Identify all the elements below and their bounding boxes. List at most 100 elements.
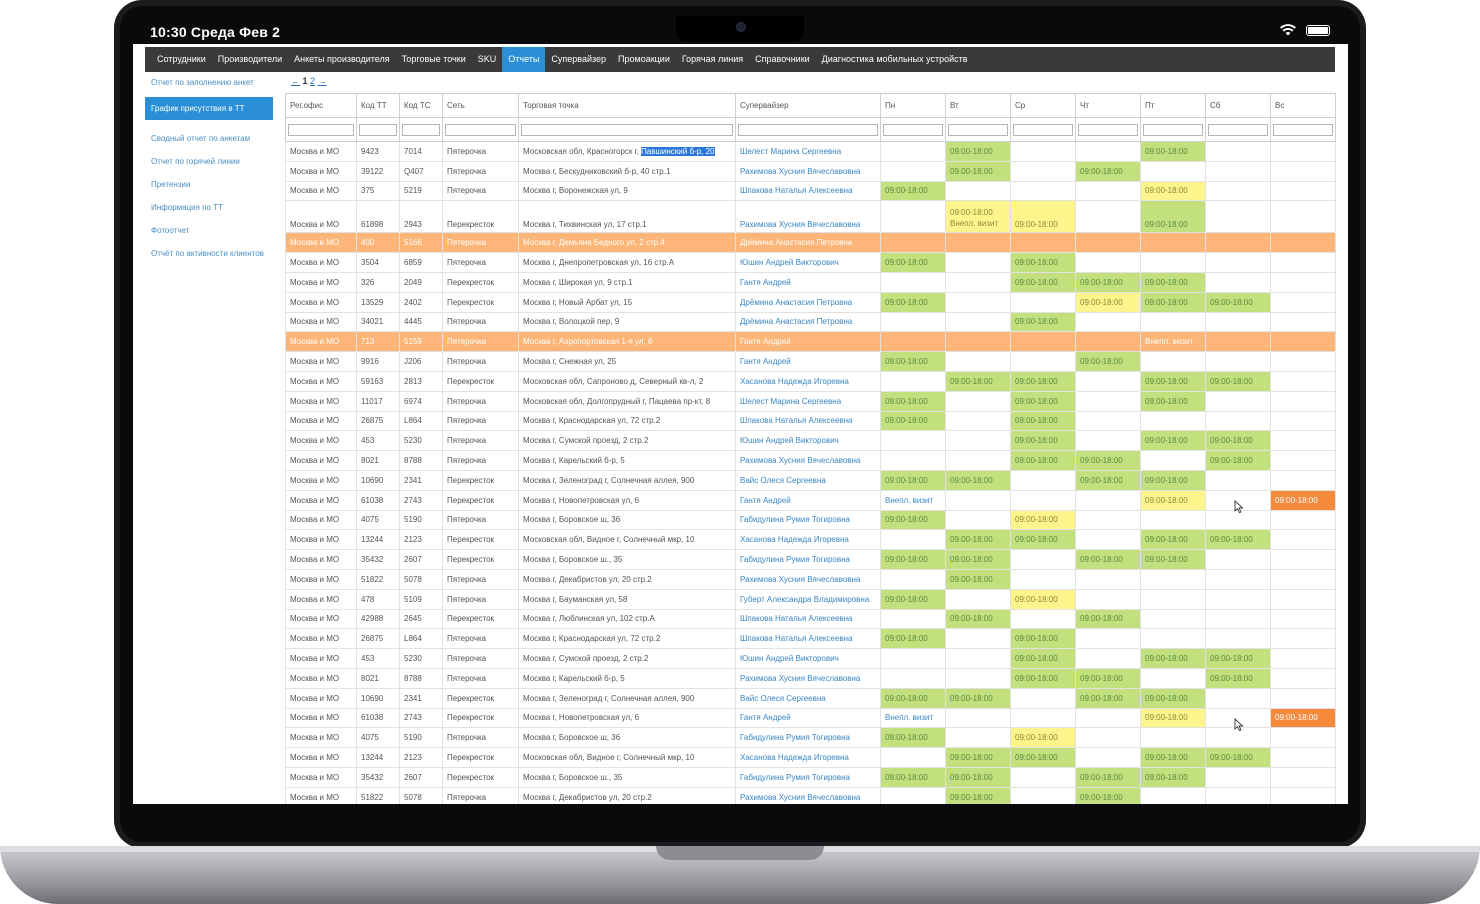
day-schedule-cell[interactable]	[1010, 291, 1076, 313]
day-schedule-cell[interactable]	[1270, 766, 1336, 788]
day-schedule-cell[interactable]: 09:00-18:00	[880, 687, 946, 709]
day-schedule-cell[interactable]	[1140, 410, 1206, 432]
day-schedule-cell[interactable]	[945, 489, 1011, 511]
day-schedule-cell[interactable]: 09:00-18:00	[1140, 489, 1206, 511]
day-schedule-cell[interactable]	[1270, 430, 1336, 452]
day-schedule-cell[interactable]	[1075, 489, 1141, 511]
day-schedule-cell[interactable]	[1205, 331, 1271, 353]
day-schedule-cell[interactable]	[1140, 509, 1206, 531]
day-schedule-cell[interactable]: Внепл. визит	[880, 707, 946, 729]
day-schedule-cell[interactable]	[1270, 351, 1336, 372]
day-schedule-cell[interactable]	[1075, 311, 1141, 333]
day-schedule-cell[interactable]	[880, 450, 946, 471]
day-schedule-cell[interactable]	[1205, 687, 1271, 709]
day-schedule-cell[interactable]: 09:00-18:00	[1270, 707, 1336, 729]
day-schedule-cell[interactable]: 09:00-18:00	[945, 568, 1011, 590]
day-schedule-cell[interactable]: 09:00-18:00	[1075, 271, 1141, 293]
day-schedule-cell[interactable]: 09:00-18:00	[1075, 160, 1141, 182]
day-schedule-cell[interactable]: 09:00-18:00	[1010, 200, 1076, 234]
day-schedule-cell[interactable]	[945, 727, 1011, 749]
supervisor-link[interactable]: Гантя Андрей	[735, 489, 881, 511]
day-schedule-cell[interactable]	[1010, 766, 1076, 788]
column-header[interactable]: Пт	[1140, 93, 1206, 118]
day-schedule-cell[interactable]: 09:00-18:00	[1140, 200, 1206, 234]
supervisor-link[interactable]: Вайс Олеся Сергеевна	[735, 469, 881, 491]
day-schedule-cell[interactable]: 09:00-18:00	[945, 529, 1011, 551]
day-schedule-cell[interactable]	[880, 529, 946, 551]
supervisor-link[interactable]: Хасанова Надежда Игоревна	[735, 747, 881, 768]
table-row[interactable]: Москва и МО 34021 4445 Пятерочка Москва г, В…	[285, 311, 1336, 333]
day-schedule-cell[interactable]: 09:00-18:00	[945, 608, 1011, 630]
day-schedule-cell[interactable]	[1270, 450, 1336, 471]
supervisor-link[interactable]: Рахимова Хусния Вячеславовна	[735, 667, 881, 689]
day-schedule-cell[interactable]	[1270, 370, 1336, 392]
day-schedule-cell[interactable]	[945, 648, 1011, 669]
day-schedule-cell[interactable]	[1075, 430, 1141, 452]
day-schedule-cell[interactable]: 09:00-18:00	[880, 469, 946, 491]
day-schedule-cell[interactable]: 09:00-18:00	[1075, 786, 1141, 804]
day-schedule-cell[interactable]: Внепл. визит	[1140, 331, 1206, 353]
supervisor-link[interactable]: Гантя Андрей	[735, 331, 881, 353]
day-schedule-cell[interactable]	[1205, 232, 1271, 254]
day-schedule-cell[interactable]	[945, 509, 1011, 531]
day-schedule-cell[interactable]	[1140, 232, 1206, 254]
day-schedule-cell[interactable]: 09:00-18:00	[1010, 747, 1076, 768]
sidebar-report-link[interactable]: Претензии	[151, 180, 191, 189]
day-schedule-cell[interactable]	[1140, 160, 1206, 182]
day-schedule-cell[interactable]: 09:00-18:00	[1010, 390, 1076, 412]
column-filter-input[interactable]	[288, 123, 354, 136]
day-schedule-cell[interactable]	[880, 786, 946, 804]
day-schedule-cell[interactable]	[945, 232, 1011, 254]
sidebar-report-link[interactable]: Отчёт по активности клиентов	[151, 249, 264, 258]
sidebar-report-link[interactable]: Фотоотчет	[151, 226, 190, 235]
day-schedule-cell[interactable]	[1075, 727, 1141, 749]
day-schedule-cell[interactable]	[1010, 568, 1076, 590]
supervisor-link[interactable]: Гантя Андрей	[735, 271, 881, 293]
day-schedule-cell[interactable]: 09:00-18:00	[880, 252, 946, 273]
supervisor-link[interactable]: Хасанова Надежда Игоревна	[735, 370, 881, 392]
column-header[interactable]: Пн	[880, 93, 946, 118]
day-schedule-cell[interactable]	[945, 588, 1011, 610]
day-schedule-cell[interactable]	[1075, 568, 1141, 590]
day-schedule-cell[interactable]	[880, 331, 946, 353]
table-row[interactable]: Москва и МО 4075 5190 Пятерочка Москва г, Бо…	[285, 727, 1336, 749]
day-schedule-cell[interactable]	[1270, 390, 1336, 412]
day-schedule-cell[interactable]	[1010, 160, 1076, 182]
day-schedule-cell[interactable]	[1270, 687, 1336, 709]
day-schedule-cell[interactable]: 09:00-18:00	[1140, 430, 1206, 452]
supervisor-link[interactable]: Юшин Андрей Викторович	[735, 648, 881, 669]
day-schedule-cell[interactable]	[1270, 160, 1336, 182]
day-schedule-cell[interactable]	[1075, 200, 1141, 234]
day-schedule-cell[interactable]	[1140, 450, 1206, 471]
day-schedule-cell[interactable]	[1010, 180, 1076, 202]
day-schedule-cell[interactable]	[880, 667, 946, 689]
day-schedule-cell[interactable]: 09:00-18:00	[1010, 628, 1076, 650]
day-schedule-cell[interactable]: 09:00-18:00	[880, 291, 946, 313]
day-schedule-cell[interactable]: 09:00-18:00	[1140, 271, 1206, 293]
day-schedule-cell[interactable]	[1205, 351, 1271, 372]
day-schedule-cell[interactable]	[880, 141, 946, 162]
supervisor-link[interactable]: Шпакова Наталья Алексеевна	[735, 628, 881, 650]
day-schedule-cell[interactable]	[1270, 588, 1336, 610]
day-schedule-cell[interactable]	[1205, 766, 1271, 788]
supervisor-link[interactable]: Рахимова Хусния Вячеславовна	[735, 450, 881, 471]
day-schedule-cell[interactable]: 09:00-18:00	[1010, 648, 1076, 669]
supervisor-link[interactable]: Юшин Андрей Викторович	[735, 252, 881, 273]
day-schedule-cell[interactable]	[1075, 529, 1141, 551]
day-schedule-cell[interactable]	[1270, 410, 1336, 432]
column-header[interactable]: Сб	[1205, 93, 1271, 118]
column-filter-input[interactable]	[1013, 123, 1073, 136]
day-schedule-cell[interactable]: 09:00-18:00	[1075, 687, 1141, 709]
prev-page-link[interactable]: ←	[291, 76, 300, 86]
day-schedule-cell[interactable]	[1140, 667, 1206, 689]
day-schedule-cell[interactable]	[1140, 311, 1206, 333]
day-schedule-cell[interactable]: 09:00-18:00	[880, 727, 946, 749]
day-schedule-cell[interactable]	[1075, 410, 1141, 432]
column-filter-input[interactable]	[445, 123, 516, 136]
day-schedule-cell[interactable]	[1270, 786, 1336, 804]
day-schedule-cell[interactable]	[1205, 141, 1271, 162]
nav-item[interactable]: SKU	[477, 54, 497, 64]
day-schedule-cell[interactable]: 09:00-18:00	[880, 180, 946, 202]
day-schedule-cell[interactable]: 09:00-18:00	[880, 390, 946, 412]
day-schedule-cell[interactable]	[945, 271, 1011, 293]
